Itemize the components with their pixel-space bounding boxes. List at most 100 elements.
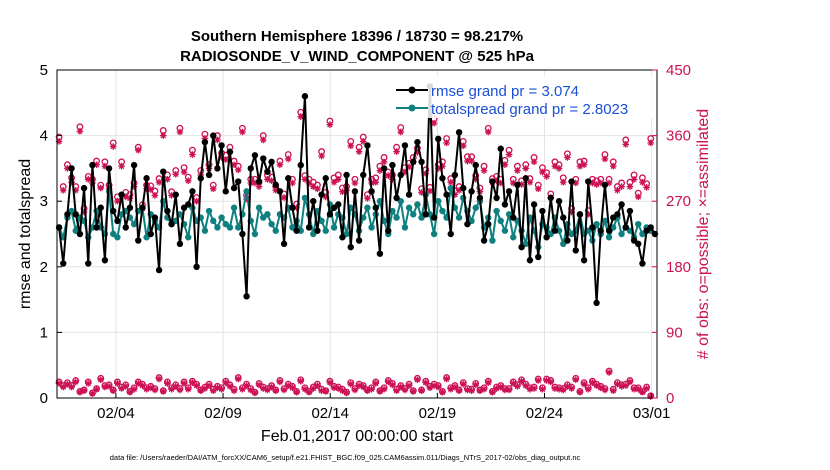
obs-assimilated-marker bbox=[114, 380, 121, 387]
obs-assimilated-stroke bbox=[618, 183, 625, 190]
obs-assimilated-marker bbox=[214, 136, 221, 144]
obs-assimilated-stroke bbox=[356, 148, 362, 155]
obs-assimilated-stroke bbox=[81, 387, 87, 394]
obs-assimilated-stroke bbox=[635, 386, 642, 393]
obs-assimilated-stroke bbox=[560, 387, 567, 393]
obs-assimilated-marker bbox=[630, 385, 638, 393]
obs-assimilated-stroke bbox=[110, 143, 117, 150]
obs-assimilated-marker bbox=[226, 383, 234, 390]
obs-assimilated-marker bbox=[193, 382, 200, 389]
obs-assimilated-stroke bbox=[352, 387, 358, 393]
obs-assimilated-stroke bbox=[164, 380, 171, 387]
rmse-point bbox=[614, 211, 621, 218]
rmse-point bbox=[172, 191, 179, 198]
obs-assimilated-marker bbox=[543, 173, 550, 180]
obs-assimilated-stroke bbox=[172, 171, 179, 178]
obs-assimilated-marker bbox=[351, 179, 359, 187]
obs-assimilated-marker bbox=[472, 381, 480, 389]
obs-assimilated-stroke bbox=[397, 384, 404, 390]
totalspread-point bbox=[251, 230, 259, 238]
obs-assimilated-marker bbox=[159, 132, 167, 139]
obs-assimilated-marker bbox=[426, 187, 434, 195]
obs-assimilated-marker bbox=[555, 385, 563, 393]
obs-assimilated-stroke bbox=[539, 386, 546, 393]
obs-assimilated-stroke bbox=[622, 141, 629, 148]
rmse-point bbox=[485, 220, 492, 228]
obs-assimilated-marker bbox=[243, 382, 250, 389]
obs-assimilated-stroke bbox=[472, 382, 479, 388]
obs-assimilated-marker bbox=[351, 386, 359, 394]
obs-assimilated-marker bbox=[643, 385, 650, 392]
obs-assimilated-marker bbox=[384, 378, 392, 386]
obs-assimilated-stroke bbox=[139, 382, 146, 389]
totalspread-point bbox=[439, 207, 446, 215]
obs-assimilated-marker bbox=[84, 176, 92, 183]
totalspread-point bbox=[405, 204, 413, 211]
totalspread-point bbox=[368, 224, 375, 231]
rmse-point bbox=[593, 299, 600, 307]
obs-assimilated-stroke bbox=[181, 169, 187, 175]
totalspread-point bbox=[255, 204, 263, 211]
x-tick-label: 02/19 bbox=[419, 405, 457, 422]
rmse-point bbox=[326, 211, 334, 218]
rmse-point bbox=[514, 181, 521, 188]
totalspread-point bbox=[185, 234, 192, 241]
obs-assimilated-stroke bbox=[189, 151, 196, 158]
obs-assimilated-marker bbox=[180, 168, 188, 176]
obs-assimilated-marker bbox=[372, 380, 380, 387]
rmse-point bbox=[447, 230, 454, 238]
totalspread-point bbox=[447, 184, 454, 192]
y-tick-label-right: 0 bbox=[666, 390, 674, 407]
rmse-point bbox=[164, 207, 171, 215]
obs-assimilated-stroke bbox=[468, 158, 475, 164]
obs-assimilated-marker bbox=[259, 136, 267, 144]
rmse-point bbox=[601, 181, 609, 188]
obs-assimilated-marker bbox=[401, 386, 409, 394]
obs-assimilated-stroke bbox=[164, 176, 171, 183]
obs-assimilated-stroke bbox=[597, 180, 604, 186]
y-tick-label-right: 360 bbox=[666, 128, 691, 145]
obs-assimilated-stroke bbox=[410, 388, 417, 395]
rmse-point bbox=[160, 168, 167, 175]
rmse-point bbox=[464, 220, 471, 228]
obs-assimilated-stroke bbox=[331, 179, 337, 186]
obs-assimilated-stroke bbox=[543, 377, 550, 384]
rmse-point bbox=[118, 191, 125, 198]
totalspread-point bbox=[635, 220, 642, 228]
rmse-point bbox=[264, 168, 271, 175]
obs-assimilated-stroke bbox=[147, 385, 154, 391]
obs-assimilated-stroke bbox=[268, 384, 275, 390]
obs-assimilated-stroke bbox=[214, 385, 221, 391]
obs-assimilated-stroke bbox=[456, 387, 462, 394]
rmse-point bbox=[380, 165, 388, 172]
rmse-point bbox=[568, 178, 575, 185]
obs-assimilated-stroke bbox=[222, 156, 229, 163]
rmse-point bbox=[530, 201, 538, 208]
obs-assimilated-marker bbox=[443, 375, 450, 383]
obs-assimilated-stroke bbox=[327, 379, 333, 386]
obs-assimilated-marker bbox=[601, 155, 609, 163]
obs-assimilated-stroke bbox=[277, 379, 283, 385]
obs-assimilated-stroke bbox=[302, 386, 308, 393]
obs-assimilated-stroke bbox=[339, 387, 346, 394]
obs-assimilated-stroke bbox=[552, 385, 558, 392]
rmse-point bbox=[389, 161, 396, 169]
obs-assimilated-marker bbox=[101, 383, 109, 391]
obs-assimilated-stroke bbox=[318, 387, 325, 394]
obs-assimilated-marker bbox=[322, 388, 330, 395]
rmse-point bbox=[193, 263, 200, 270]
obs-assimilated-marker bbox=[359, 138, 367, 145]
obs-assimilated-marker bbox=[314, 185, 321, 193]
obs-assimilated-marker bbox=[447, 178, 455, 186]
rmse-point bbox=[635, 240, 642, 248]
y-tick-label-right: 450 bbox=[666, 62, 691, 79]
obs-assimilated-marker bbox=[605, 369, 613, 376]
obs-assimilated-stroke bbox=[393, 148, 400, 155]
obs-assimilated-marker bbox=[93, 385, 100, 393]
obs-assimilated-marker bbox=[372, 178, 380, 186]
obs-assimilated-marker bbox=[276, 378, 284, 386]
obs-assimilated-stroke bbox=[643, 184, 650, 191]
obs-assimilated-stroke bbox=[189, 379, 196, 386]
rmse-point bbox=[97, 204, 104, 211]
obs-assimilated-marker bbox=[172, 383, 180, 390]
